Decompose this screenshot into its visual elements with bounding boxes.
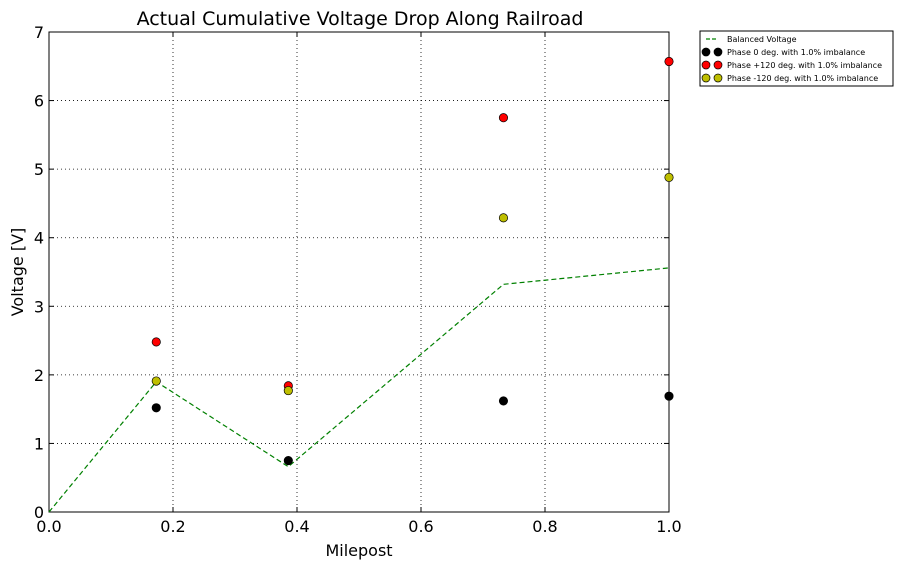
data-point-series-3 (664, 172, 674, 182)
legend-swatch (701, 47, 711, 57)
legend-entry-label: Phase +120 deg. with 1.0% imbalance (727, 61, 882, 70)
y-tick-labels: 0 1 2 3 4 5 6 7 (34, 23, 44, 522)
legend-entry-label: Phase -120 deg. with 1.0% imbalance (727, 74, 878, 83)
legend-entry-label: Balanced Voltage (727, 35, 797, 44)
legend-swatch (701, 73, 711, 83)
y-tick-label: 5 (34, 160, 44, 179)
data-point-series-1 (151, 403, 161, 413)
x-tick-label: 0.2 (160, 517, 185, 536)
data-point-series-1 (664, 391, 674, 401)
y-tick-label: 0 (34, 503, 44, 522)
y-tick-label: 6 (34, 92, 44, 111)
legend-swatch (713, 73, 723, 83)
plot-area-frame (48, 31, 670, 513)
grid (49, 32, 669, 512)
y-axis-title: Voltage [V] (8, 228, 27, 317)
data-point-series-2 (664, 56, 674, 67)
x-tick-label: 0.6 (408, 517, 433, 536)
x-tick-label: 0.0 (36, 517, 61, 536)
data-point-series-3 (498, 213, 509, 223)
y-tick-label: 2 (34, 366, 44, 385)
legend-swatch (701, 60, 711, 70)
data-point-series-2 (151, 337, 161, 347)
legend: Balanced Voltage Phase 0 deg. with 1.0% i… (699, 30, 894, 87)
data-point-series-3 (151, 376, 161, 386)
x-tick-labels: 0.0 0.2 0.4 0.6 0.8 1.0 (36, 517, 681, 536)
data-point-series-1 (283, 456, 293, 466)
legend-box (699, 30, 894, 87)
legend-entry-label: Phase 0 deg. with 1.0% imbalance (727, 48, 865, 57)
series-layer (48, 56, 674, 513)
x-tick-label: 0.4 (284, 517, 309, 536)
y-tick-label: 3 (34, 297, 44, 316)
data-point-series-3 (283, 386, 293, 396)
x-tick-label: 1.0 (656, 517, 681, 536)
y-tick-label: 7 (34, 23, 44, 42)
y-tick-label: 1 (34, 434, 44, 453)
series-line-balanced-voltage (48, 267, 670, 513)
data-point-series-1 (498, 396, 509, 406)
y-tick-label: 4 (34, 229, 44, 248)
x-axis-title: Milepost (325, 541, 392, 560)
data-point-series-2 (498, 113, 509, 123)
chart-title: Actual Cumulative Voltage Drop Along Rai… (137, 8, 584, 30)
legend-swatch (713, 60, 723, 70)
axis-ticks (48, 31, 670, 513)
x-tick-label: 0.8 (532, 517, 557, 536)
legend-swatch (713, 47, 723, 57)
